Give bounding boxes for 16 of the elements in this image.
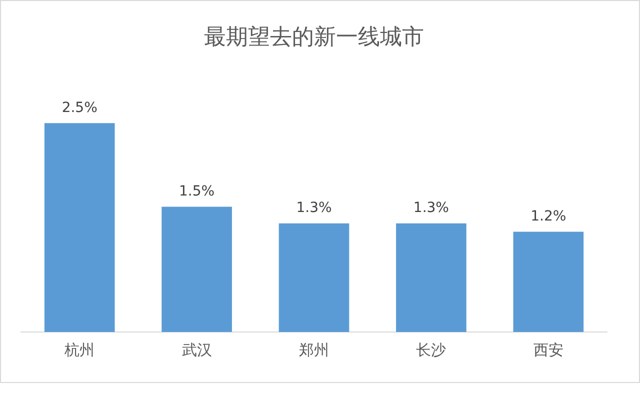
x-tick-label: 杭州 [64, 340, 95, 359]
bar [513, 232, 584, 332]
data-label: 1.5% [179, 183, 215, 200]
data-label: 1.2% [530, 208, 566, 224]
chart-title: 最期望去的新一线城市 [204, 24, 424, 50]
bar [162, 206, 232, 332]
x-tick-label: 武汉 [182, 340, 212, 359]
data-label: 1.3% [296, 200, 332, 216]
data-label: 2.5% [62, 100, 98, 116]
data-label: 1.3% [413, 200, 449, 216]
x-tick-label: 长沙 [416, 340, 446, 359]
bar [278, 223, 350, 332]
x-tick-label: 郑州 [299, 340, 329, 359]
x-tick-label: 西安 [533, 340, 564, 359]
bar [396, 223, 466, 332]
bar [44, 123, 115, 332]
